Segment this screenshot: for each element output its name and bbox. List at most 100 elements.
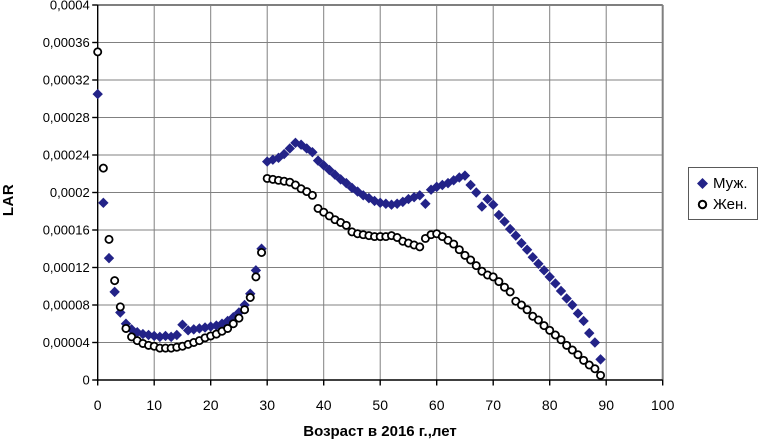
- y-tick-label: 0,00036: [43, 35, 90, 50]
- diamond-marker-icon: [697, 178, 708, 189]
- data-point-muzh: [550, 278, 561, 289]
- circle-marker-icon: [697, 199, 708, 210]
- data-point-zhen: [251, 272, 261, 282]
- legend-label-zhen: Жен.: [713, 196, 748, 213]
- data-point-zhen: [415, 242, 425, 252]
- data-point-zhen: [223, 323, 233, 333]
- y-axis-title: LAR: [0, 183, 17, 217]
- legend-label-muzh: Муж.: [713, 175, 748, 192]
- legend-item-zhen: Жен.: [696, 194, 753, 215]
- legend-item-muzh: Муж.: [696, 173, 753, 194]
- data-point-muzh: [391, 198, 403, 209]
- data-point-muzh: [533, 258, 544, 269]
- y-tick-label: 0: [82, 373, 89, 388]
- data-point-muzh: [425, 184, 437, 195]
- data-point-zhen: [516, 300, 526, 310]
- data-point-muzh: [476, 201, 488, 212]
- data-point-muzh: [341, 177, 352, 189]
- data-point-zhen: [573, 350, 583, 360]
- data-point-zhen: [494, 277, 504, 287]
- x-tick-label: 30: [259, 397, 275, 413]
- data-point-muzh: [171, 329, 182, 341]
- x-tick-label: 40: [316, 397, 332, 413]
- data-point-muzh: [454, 172, 465, 183]
- data-point-muzh: [561, 293, 572, 304]
- data-point-muzh: [301, 143, 312, 154]
- data-point-zhen: [505, 287, 515, 297]
- data-point-muzh: [160, 330, 171, 342]
- series-muzh: [92, 88, 606, 365]
- data-point-zhen: [341, 220, 351, 230]
- x-tick-label: 100: [651, 397, 675, 413]
- data-point-muzh: [103, 252, 115, 264]
- data-point-muzh: [397, 196, 408, 208]
- data-point-muzh: [250, 265, 262, 276]
- data-point-zhen: [499, 282, 509, 292]
- data-point-muzh: [98, 197, 109, 209]
- y-tick-label: 0,00032: [43, 73, 90, 88]
- data-point-muzh: [499, 216, 510, 227]
- data-point-muzh: [521, 244, 533, 255]
- x-tick-label: 0: [94, 397, 102, 413]
- data-point-muzh: [312, 155, 324, 166]
- data-point-zhen: [234, 313, 244, 323]
- data-point-muzh: [307, 146, 318, 158]
- data-point-zhen: [488, 272, 498, 282]
- data-point-muzh: [369, 195, 380, 207]
- data-point-zhen: [104, 234, 114, 244]
- data-point-zhen: [567, 345, 577, 355]
- data-point-muzh: [335, 174, 346, 185]
- legend: Муж. Жен.: [688, 167, 758, 220]
- data-point-muzh: [538, 265, 550, 276]
- data-point-muzh: [504, 223, 516, 235]
- data-point-muzh: [448, 175, 459, 186]
- y-tick-label: 0,0004: [50, 0, 90, 13]
- data-point-zhen: [115, 302, 125, 312]
- data-point-muzh: [459, 170, 471, 181]
- data-point-muzh: [544, 271, 555, 283]
- data-point-zhen: [93, 47, 103, 57]
- y-tick-label: 0,0002: [50, 185, 90, 200]
- data-point-zhen: [590, 364, 600, 374]
- data-point-muzh: [92, 88, 103, 100]
- x-tick-label: 50: [372, 397, 388, 413]
- x-tick-label: 60: [429, 397, 445, 413]
- data-point-zhen: [539, 321, 549, 331]
- data-point-muzh: [578, 315, 589, 327]
- data-point-zhen: [257, 247, 267, 257]
- data-point-muzh: [278, 148, 290, 160]
- data-point-muzh: [414, 190, 425, 201]
- data-point-muzh: [584, 327, 595, 339]
- data-point-zhen: [449, 239, 459, 249]
- data-point-zhen: [460, 250, 470, 260]
- data-point-muzh: [493, 209, 505, 221]
- data-point-muzh: [358, 190, 369, 201]
- data-point-zhen: [545, 325, 555, 335]
- data-point-zhen: [121, 323, 131, 333]
- data-point-muzh: [284, 143, 295, 154]
- data-point-muzh: [442, 177, 454, 189]
- data-point-muzh: [510, 230, 521, 241]
- x-tick-label: 90: [598, 397, 614, 413]
- data-point-zhen: [228, 319, 238, 329]
- data-point-zhen: [454, 245, 464, 255]
- x-tick-label: 80: [542, 397, 558, 413]
- axis-ticks: [92, 4, 664, 386]
- data-point-muzh: [527, 251, 538, 263]
- data-point-muzh: [516, 237, 527, 249]
- y-tick-label: 0,00008: [43, 298, 90, 313]
- data-point-zhen: [307, 190, 317, 200]
- data-point-muzh: [567, 299, 578, 311]
- data-point-zhen: [522, 305, 532, 315]
- data-point-zhen: [562, 340, 572, 350]
- data-point-zhen: [240, 305, 250, 315]
- series-zhen: [93, 47, 606, 380]
- data-point-muzh: [273, 152, 284, 164]
- y-tick-label: 0,00016: [43, 223, 90, 238]
- data-point-zhen: [596, 370, 606, 380]
- data-point-muzh: [177, 319, 188, 330]
- data-point-muzh: [555, 285, 567, 297]
- data-point-muzh: [589, 337, 601, 348]
